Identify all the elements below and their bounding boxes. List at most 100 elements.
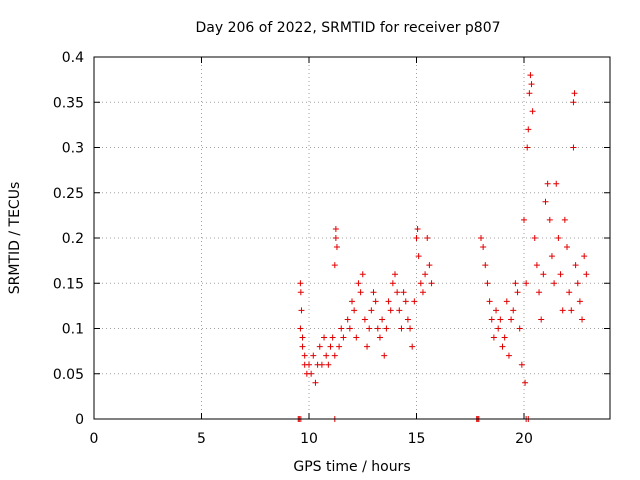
data-point — [510, 307, 517, 314]
data-point — [497, 316, 504, 323]
data-point — [316, 343, 323, 350]
data-point — [576, 298, 583, 305]
data-point — [338, 325, 345, 332]
data-point — [521, 216, 527, 223]
data-point — [523, 280, 530, 287]
data-point — [331, 352, 338, 359]
data-point — [555, 235, 562, 241]
data-point — [340, 334, 347, 341]
data-point — [355, 280, 362, 287]
data-point — [501, 334, 508, 341]
data-point — [508, 316, 515, 323]
data-point — [478, 235, 484, 241]
data-point — [333, 244, 340, 251]
data-point — [540, 271, 547, 278]
x-tick-label: 20 — [515, 431, 533, 447]
data-point — [389, 280, 396, 287]
data-point — [505, 352, 512, 359]
y-tick-label: 0.15 — [53, 276, 84, 292]
data-point — [361, 316, 368, 323]
data-point — [529, 108, 536, 115]
y-tick-label: 0.2 — [62, 231, 84, 247]
data-point — [548, 253, 555, 260]
data-point — [301, 352, 308, 359]
data-point — [366, 325, 373, 332]
data-point — [426, 262, 433, 269]
data-point — [353, 334, 360, 341]
data-point — [297, 325, 304, 332]
data-point — [331, 262, 338, 269]
data-point — [512, 280, 519, 287]
data-point — [486, 298, 493, 305]
data-point — [488, 316, 495, 323]
data-point — [336, 343, 343, 350]
data-point — [546, 216, 553, 223]
data-point — [533, 262, 540, 269]
y-tick-label: 0 — [75, 412, 84, 428]
data-point — [383, 325, 390, 332]
data-point — [561, 216, 568, 223]
data-point — [344, 316, 351, 323]
data-point — [522, 379, 529, 386]
data-point — [368, 307, 375, 314]
data-point — [484, 280, 491, 287]
data-point — [553, 180, 560, 187]
data-point — [571, 90, 578, 97]
y-tick-label: 0.1 — [62, 322, 84, 338]
data-point — [409, 343, 416, 350]
data-point — [298, 307, 305, 314]
data-point — [581, 253, 588, 260]
plot-frame — [93, 56, 611, 420]
data-point — [559, 307, 566, 314]
data-point — [564, 244, 570, 251]
data-point — [570, 144, 577, 151]
data-point — [531, 235, 538, 241]
data-point — [544, 180, 551, 187]
data-point — [351, 307, 358, 314]
y-tick-label: 0.25 — [53, 186, 84, 202]
y-tick-label: 0.4 — [62, 50, 84, 66]
data-point — [528, 81, 535, 88]
x-tick-label: 10 — [300, 431, 318, 447]
data-point — [499, 343, 506, 350]
data-point — [570, 99, 577, 106]
data-point — [525, 126, 532, 133]
data-point — [297, 289, 304, 296]
x-tick-label: 15 — [408, 431, 426, 447]
x-tick-label: 5 — [197, 431, 206, 447]
data-point — [407, 325, 414, 332]
data-point — [332, 225, 339, 232]
data-point — [414, 225, 421, 232]
y-tick-label: 0.35 — [53, 95, 84, 111]
data-point — [398, 325, 405, 332]
data-point — [526, 90, 533, 97]
data-point — [329, 334, 336, 341]
data-point — [411, 298, 418, 305]
data-point — [482, 262, 489, 269]
data-point — [568, 307, 575, 314]
data-point — [299, 334, 306, 341]
data-point — [516, 325, 523, 332]
data-point — [364, 343, 371, 350]
data-point — [557, 271, 564, 278]
data-point — [385, 298, 392, 305]
data-point — [422, 271, 429, 278]
data-point — [574, 280, 581, 287]
data-point — [312, 379, 319, 386]
data-point — [349, 298, 355, 305]
data-point — [359, 271, 366, 278]
x-tick-label: 0 — [90, 431, 99, 447]
data-point — [490, 334, 497, 341]
data-point — [299, 343, 306, 350]
data-point — [518, 361, 525, 368]
data-point — [419, 289, 426, 296]
data-point — [346, 325, 353, 332]
data-point — [413, 235, 420, 241]
data-point — [503, 298, 510, 305]
data-point — [379, 316, 386, 323]
data-point — [404, 316, 411, 323]
data-point — [417, 280, 424, 287]
data-point — [551, 280, 558, 287]
